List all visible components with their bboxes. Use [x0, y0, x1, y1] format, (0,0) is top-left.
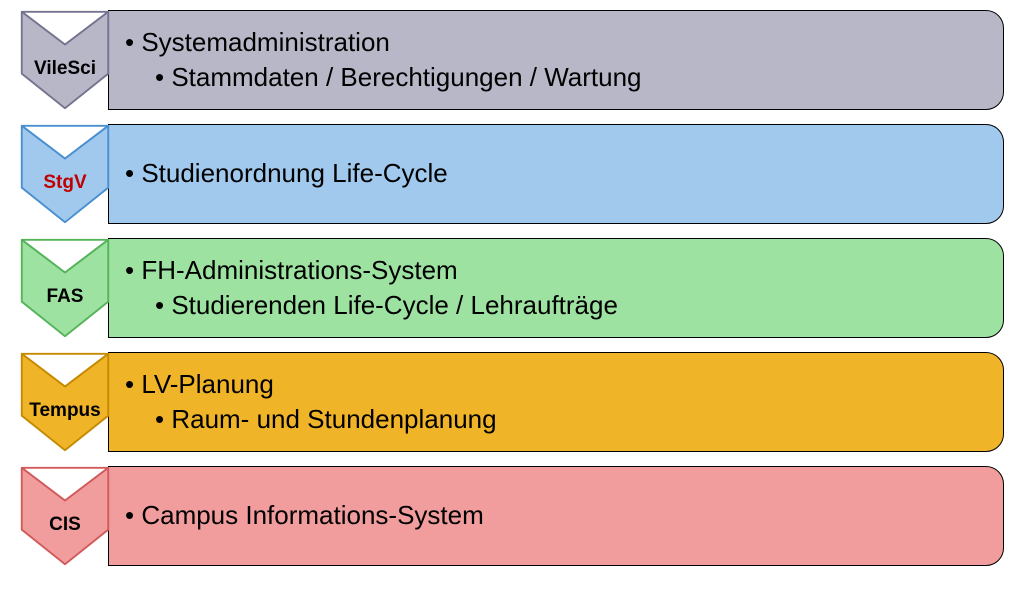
row-content: • Campus Informations-System	[108, 466, 1004, 566]
row-content: • Systemadministration• Stammdaten / Ber…	[108, 10, 1004, 110]
bullet-line: • Stammdaten / Berechtigungen / Wartung	[125, 60, 985, 95]
chevron-icon: Tempus	[20, 352, 110, 452]
bullet-line: • Campus Informations-System	[125, 498, 985, 533]
diagram-row: VileSci• Systemadministration• Stammdate…	[20, 10, 1004, 110]
bullet-line: • Systemadministration	[125, 25, 985, 60]
diagram-row: FAS• FH-Administrations-System• Studiere…	[20, 238, 1004, 338]
row-content: • Studienordnung Life-Cycle	[108, 124, 1004, 224]
row-content: • FH-Administrations-System• Studierende…	[108, 238, 1004, 338]
bullet-line: • LV-Planung	[125, 367, 985, 402]
chevron-diagram: VileSci• Systemadministration• Stammdate…	[20, 10, 1004, 566]
chevron-icon: VileSci	[20, 10, 110, 110]
chevron-icon: CIS	[20, 466, 110, 566]
chevron-icon: FAS	[20, 238, 110, 338]
row-content: • LV-Planung• Raum- und Stundenplanung	[108, 352, 1004, 452]
bullet-line: • Studierenden Life-Cycle / Lehraufträge	[125, 288, 985, 323]
diagram-row: Tempus• LV-Planung• Raum- und Stundenpla…	[20, 352, 1004, 452]
bullet-line: • FH-Administrations-System	[125, 253, 985, 288]
chevron-icon: StgV	[20, 124, 110, 224]
bullet-line: • Studienordnung Life-Cycle	[125, 156, 985, 191]
diagram-row: CIS • Campus Informations-System	[20, 466, 1004, 566]
diagram-row: StgV • Studienordnung Life-Cycle	[20, 124, 1004, 224]
bullet-line: • Raum- und Stundenplanung	[125, 402, 985, 437]
